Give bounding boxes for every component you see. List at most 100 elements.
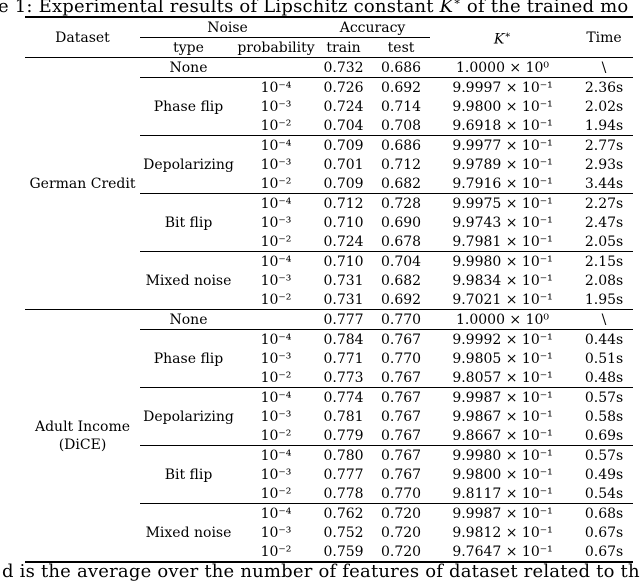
col-header-k: K∗ bbox=[430, 17, 575, 58]
probability-cell: 10⁻⁴ bbox=[237, 387, 316, 407]
noise-type-cell: Bit flip bbox=[140, 445, 237, 504]
caption-text-pre: e 1: Experimental results of Lipschitz c… bbox=[0, 0, 440, 17]
train-accuracy-cell: 0.724 bbox=[323, 233, 364, 250]
header-row-groups: Dataset Noise Accuracy K∗ Time bbox=[25, 17, 633, 47]
time-cell: 0.44s bbox=[575, 329, 634, 349]
train-accuracy-cell: 0.710 bbox=[323, 214, 364, 231]
table-row: 10⁻³ 0.731 0.682 9.9834 × 10⁻¹ 2.08s bbox=[25, 271, 633, 290]
train-accuracy-cell: 0.778 bbox=[323, 485, 364, 502]
probability-cell: 10⁻³ bbox=[260, 214, 292, 231]
time-cell: 2.77s bbox=[575, 135, 634, 155]
test-accuracy-cell: 0.678 bbox=[380, 233, 422, 250]
caption-k-superscript: ∗ bbox=[453, 0, 461, 8]
k-value-cell: 9.9987 × 10⁻¹ bbox=[430, 503, 576, 523]
k-value-cell: 9.9805 × 10⁻¹ bbox=[452, 350, 553, 367]
table-row: Depolarizing 10⁻⁴ 0.774 0.767 9.9987 × 10⁻¹ 0… bbox=[25, 387, 634, 446]
train-accuracy-cell: 0.732 bbox=[323, 59, 364, 76]
train-accuracy-cell: 0.781 bbox=[323, 408, 364, 425]
probability-cell: 10⁻³ bbox=[260, 272, 292, 289]
test-accuracy-cell: 0.708 bbox=[380, 117, 422, 134]
probability-cell: 10⁻² bbox=[260, 369, 292, 386]
table-header: Dataset Noise Accuracy K∗ Time type prob… bbox=[25, 17, 634, 58]
k-value-cell: 9.7647 × 10⁻¹ bbox=[452, 543, 553, 560]
test-accuracy-cell: 0.692 bbox=[380, 291, 422, 308]
k-value-cell: 9.9975 × 10⁻¹ bbox=[430, 193, 576, 213]
train-accuracy-cell: 0.773 bbox=[323, 369, 364, 386]
k-value-cell: 9.9812 × 10⁻¹ bbox=[452, 524, 553, 541]
train-accuracy-cell: 0.709 bbox=[315, 135, 373, 155]
noise-type-cell: None bbox=[169, 59, 208, 76]
k-value-cell: 9.9834 × 10⁻¹ bbox=[452, 272, 553, 289]
probability-cell: 10⁻² bbox=[260, 485, 292, 502]
train-accuracy-cell: 0.710 bbox=[315, 251, 373, 271]
k-value-cell: 9.9789 × 10⁻¹ bbox=[452, 156, 553, 173]
train-accuracy-cell: 0.709 bbox=[323, 175, 364, 192]
probability-cell: 10⁻³ bbox=[260, 350, 292, 367]
caption-text-post: of the trained mo bbox=[461, 0, 629, 17]
table-row: Phase flip 10⁻⁴ 0.726 0.692 9.9997 × 10⁻¹ 2.3… bbox=[25, 77, 634, 136]
noise-type-cell: Mixed noise bbox=[140, 251, 237, 310]
table-row: German Credit None 0.732 0.686 1.0000 × 10⁰ \ bbox=[25, 58, 633, 192]
table-row: Depolarizing 10⁻⁴ 0.709 0.686 9.9977 × 10⁻¹ 2… bbox=[25, 135, 634, 194]
col-header-test: test bbox=[387, 39, 415, 56]
table-row: 10⁻² 0.759 0.720 9.7647 × 10⁻¹ 0.67s bbox=[25, 542, 633, 562]
test-accuracy-cell: 0.686 bbox=[372, 135, 431, 155]
train-accuracy-cell: 0.759 bbox=[323, 543, 364, 560]
train-accuracy-cell: 0.777 bbox=[323, 466, 364, 483]
time-cell: 0.67s bbox=[584, 524, 624, 541]
col-header-noise: Noise bbox=[140, 17, 316, 38]
k-value-cell: 9.9980 × 10⁻¹ bbox=[430, 251, 576, 271]
train-accuracy-cell: 0.752 bbox=[323, 524, 364, 541]
train-accuracy-cell: 0.712 bbox=[315, 193, 373, 213]
time-cell: 1.94s bbox=[584, 117, 624, 134]
table-row: 10⁻² 0.773 0.767 9.8057 × 10⁻¹ 0.48s bbox=[25, 368, 633, 388]
k-value-cell: 9.8057 × 10⁻¹ bbox=[452, 369, 553, 386]
table-row: 10⁻² 0.704 0.708 9.6918 × 10⁻¹ 1.94s bbox=[25, 116, 633, 136]
probability-cell: 10⁻³ bbox=[260, 408, 292, 425]
test-accuracy-cell: 0.770 bbox=[380, 485, 422, 502]
probability-cell bbox=[237, 58, 315, 78]
test-accuracy-cell: 0.767 bbox=[372, 387, 431, 407]
time-cell: 2.05s bbox=[584, 233, 624, 250]
train-accuracy-cell: 0.762 bbox=[315, 503, 373, 523]
time-cell: 2.02s bbox=[584, 98, 624, 115]
k-value-cell: 9.7981 × 10⁻¹ bbox=[452, 233, 553, 250]
test-accuracy-cell: 0.767 bbox=[380, 427, 422, 444]
k-value-cell: 9.9977 × 10⁻¹ bbox=[430, 135, 576, 155]
probability-cell: 10⁻⁴ bbox=[237, 77, 316, 97]
k-value-cell: 9.9980 × 10⁻¹ bbox=[430, 445, 576, 465]
table-row: Phase flip 10⁻⁴ 0.784 0.767 9.9992 × 10⁻¹ 0.4… bbox=[25, 329, 634, 388]
table-row: 10⁻² 0.731 0.692 9.7021 × 10⁻¹ 1.95s bbox=[25, 290, 633, 310]
test-accuracy-cell: 0.720 bbox=[380, 524, 422, 541]
probability-cell: 10⁻⁴ bbox=[237, 445, 316, 465]
train-accuracy-cell: 0.777 bbox=[315, 309, 373, 330]
k-symbol: K bbox=[493, 31, 505, 48]
col-header-time: Time bbox=[586, 29, 622, 46]
table-row: 10⁻³ 0.781 0.767 9.9867 × 10⁻¹ 0.58s bbox=[25, 407, 633, 426]
table-row: Adult Income (DiCE) None 0.777 0.770 1.0000 … bbox=[25, 309, 634, 562]
dataset-cell: German Credit bbox=[29, 175, 136, 192]
col-header-train: train bbox=[326, 39, 361, 56]
time-cell: 1.95s bbox=[584, 291, 624, 308]
probability-cell: 10⁻² bbox=[260, 291, 292, 308]
time-cell: 0.58s bbox=[584, 408, 624, 425]
probability-cell: 10⁻² bbox=[260, 175, 292, 192]
time-cell: 0.57s bbox=[575, 387, 634, 407]
k-value-cell: 1.0000 × 10⁰ bbox=[456, 59, 550, 76]
noise-type-cell: Phase flip bbox=[140, 77, 237, 136]
table-row: 10⁻² 0.709 0.682 9.7916 × 10⁻¹ 3.44s bbox=[25, 174, 633, 194]
k-value-cell: 9.7021 × 10⁻¹ bbox=[452, 291, 553, 308]
time-cell: 2.27s bbox=[575, 193, 634, 213]
k-superscript: ∗ bbox=[504, 29, 512, 41]
table-row: Mixed noise 10⁻⁴ 0.762 0.720 9.9987 × 10⁻¹ 0.… bbox=[25, 503, 634, 562]
table-row: Mixed noise 10⁻⁴ 0.710 0.704 9.9980 × 10⁻¹ 2.… bbox=[25, 251, 634, 310]
probability-cell: 10⁻⁴ bbox=[237, 135, 316, 155]
train-accuracy-cell: 0.731 bbox=[323, 272, 364, 289]
col-header-dataset: Dataset bbox=[55, 29, 110, 46]
k-value-cell: 9.9867 × 10⁻¹ bbox=[452, 408, 553, 425]
table-caption: e 1: Experimental results of Lipschitz c… bbox=[0, 0, 628, 17]
table-row: 10⁻³ 0.710 0.690 9.9743 × 10⁻¹ 2.47s bbox=[25, 213, 633, 232]
k-value-cell: 9.9987 × 10⁻¹ bbox=[430, 387, 576, 407]
probability-cell: 10⁻³ bbox=[260, 98, 292, 115]
table-row: Bit flip 10⁻⁴ 0.780 0.767 9.9980 × 10⁻¹ 0.57s bbox=[25, 445, 634, 504]
